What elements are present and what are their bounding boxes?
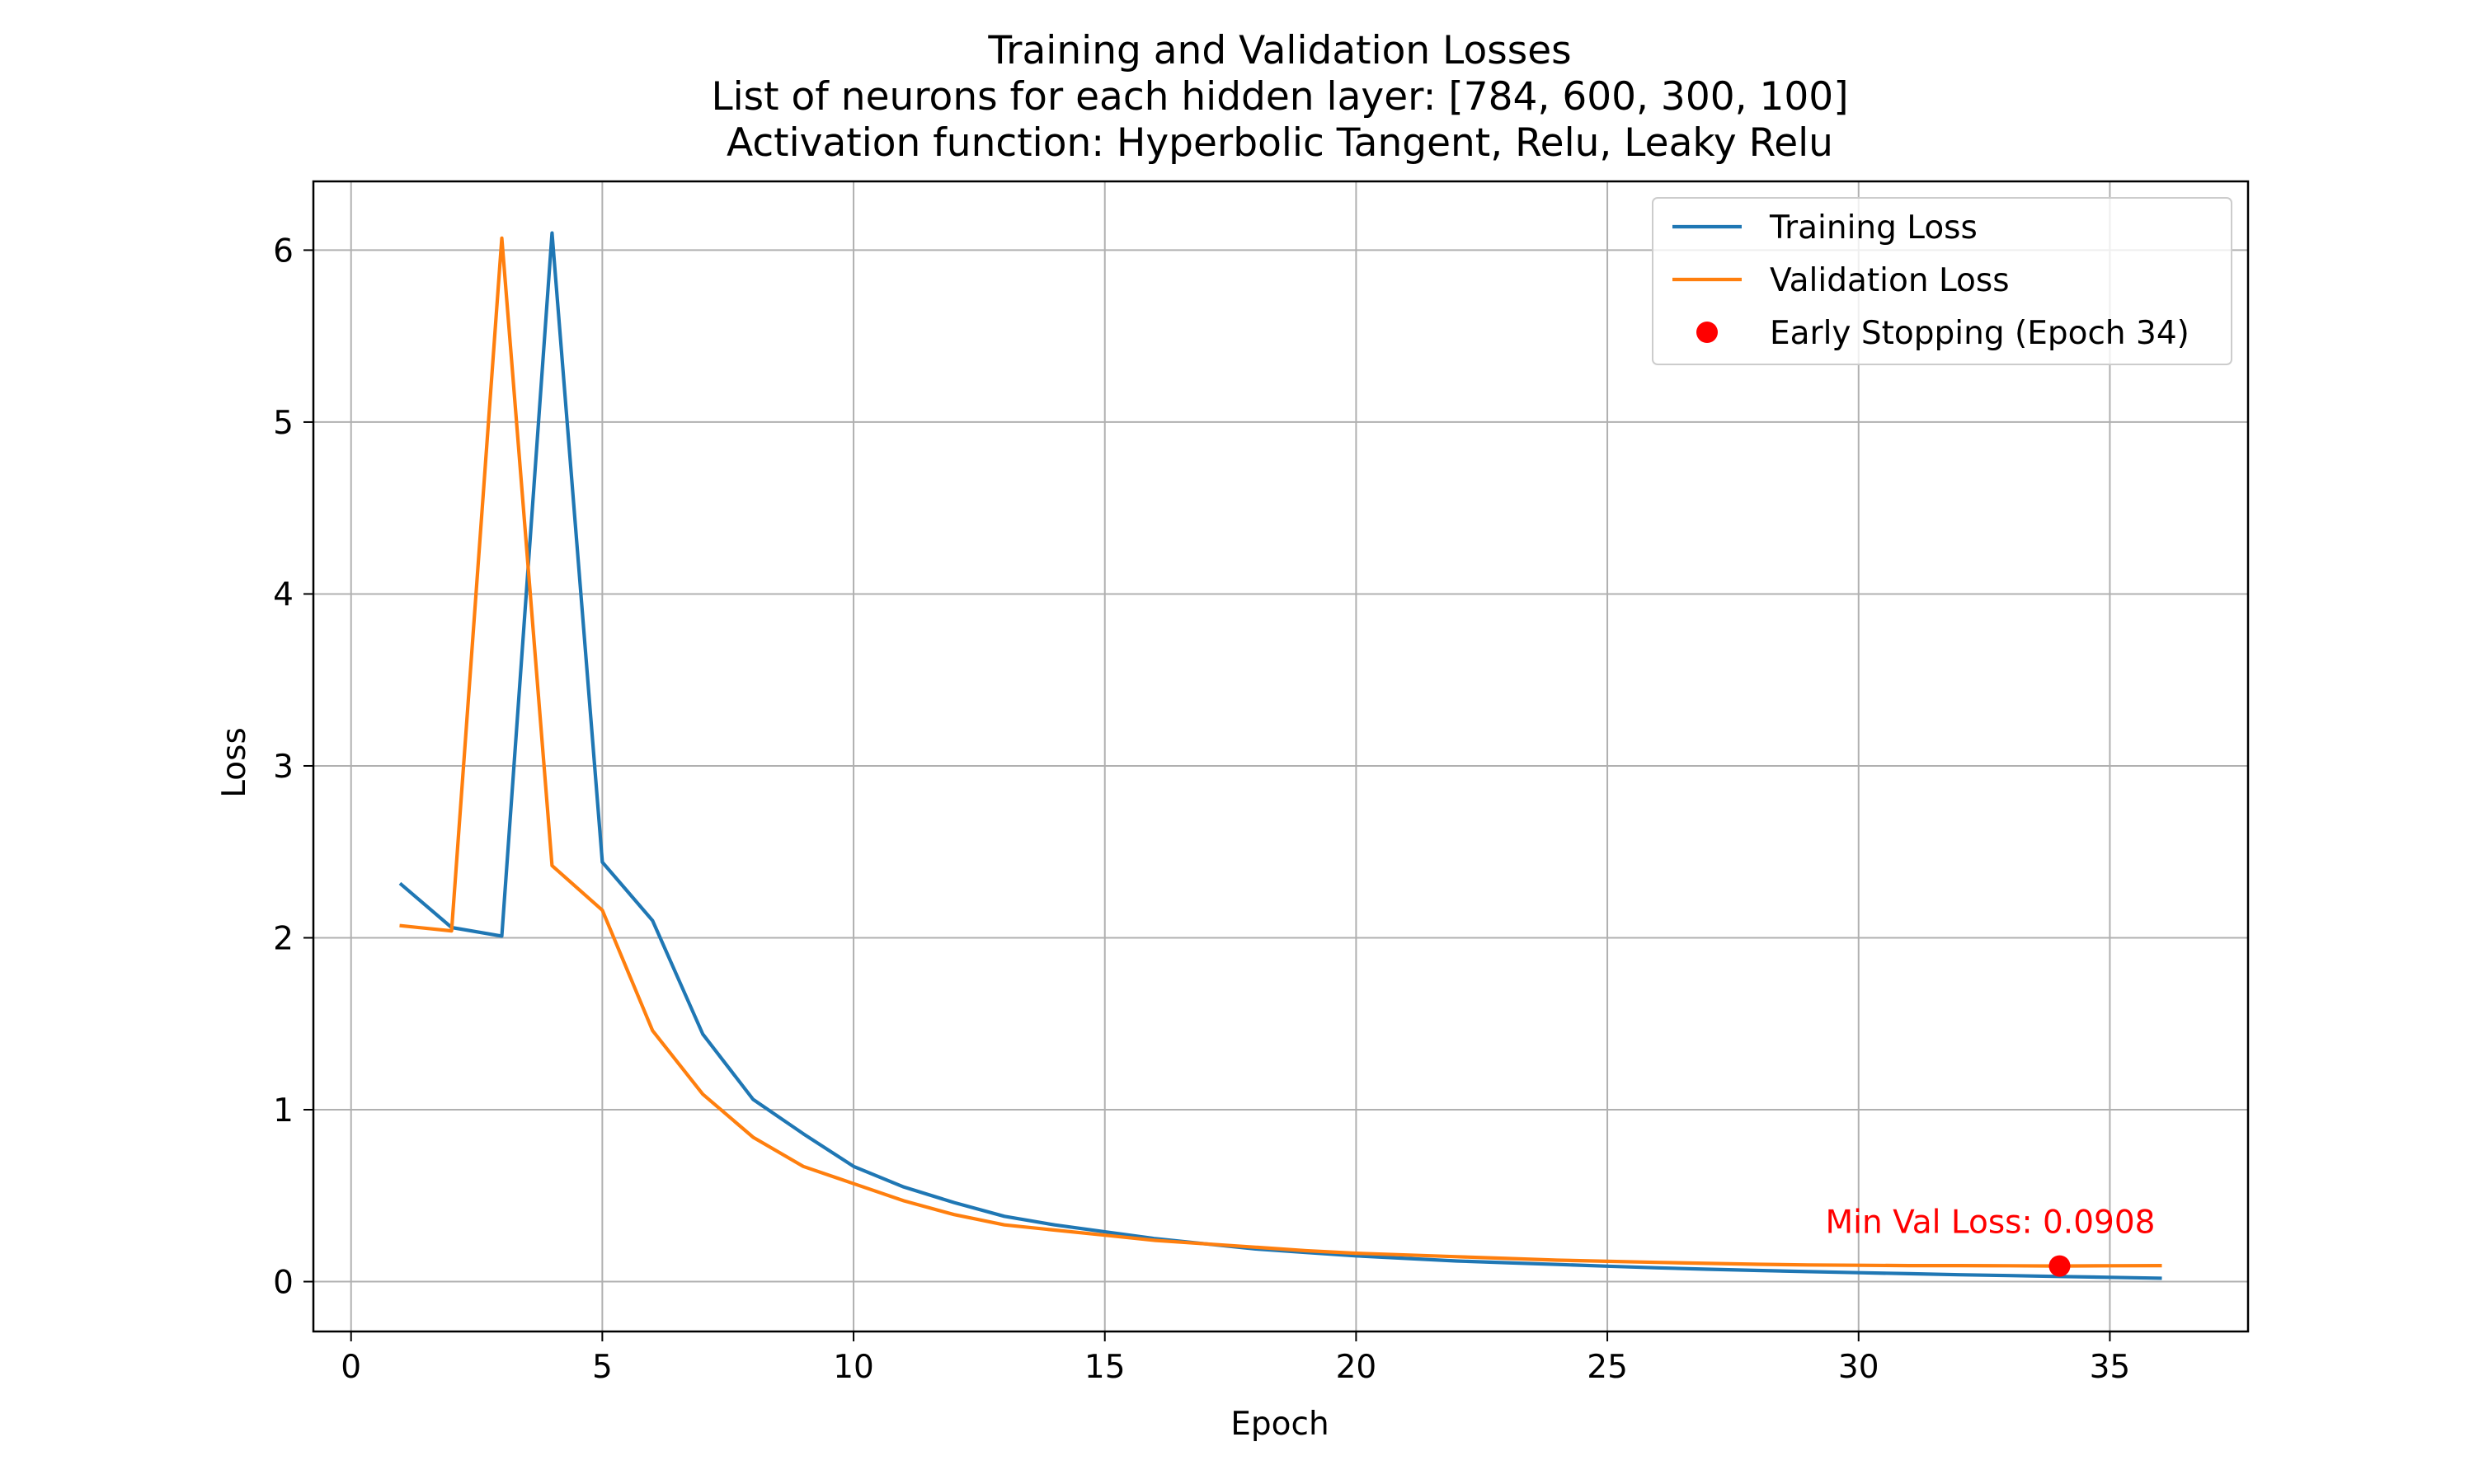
series	[398, 231, 2162, 1280]
legend-box	[1652, 197, 2232, 365]
y-axis-label: Loss	[216, 727, 253, 798]
chart-title-line-2: List of neurons for each hidden layer: […	[711, 74, 1848, 120]
annotations: Min Val Loss: 0.0908	[1826, 1205, 2156, 1242]
min-val-loss-annotation: Min Val Loss: 0.0908	[1826, 1205, 2156, 1242]
chart-title-line-1: Training and Validation Losses	[987, 28, 1571, 73]
x-tick-label: 20	[1336, 1349, 1377, 1386]
legend-label-training-loss: Training Loss	[1769, 209, 1978, 247]
y-tick-label: 2	[273, 920, 294, 957]
x-axis-label: Epoch	[1230, 1406, 1329, 1443]
legend-swatch-early-stopping	[1696, 322, 1718, 343]
x-tick-label: 0	[341, 1349, 361, 1386]
chart-title-line-3: Activation function: Hyperbolic Tangent,…	[727, 120, 1833, 166]
grid	[313, 181, 2248, 1331]
x-tick-label: 15	[1084, 1349, 1126, 1386]
y-tick-label: 0	[273, 1265, 294, 1302]
chart-title: Training and Validation Losses List of n…	[711, 28, 1848, 166]
plot-frame	[312, 180, 2250, 1333]
x-tick-label: 30	[1838, 1349, 1879, 1386]
y-tick-label: 1	[273, 1092, 294, 1129]
x-tick-label: 5	[592, 1349, 613, 1386]
y-tick-label: 3	[273, 749, 294, 786]
x-tick-label: 10	[833, 1349, 874, 1386]
axes: 0 5 10 15 20 25 30 35 0 1 2 3 4 5 6	[273, 180, 2250, 1386]
legend-label-early-stopping: Early Stopping (Epoch 34)	[1770, 315, 2189, 352]
legend-label-validation-loss: Validation Loss	[1770, 262, 2010, 299]
markers	[2048, 1255, 2071, 1277]
legend: Training Loss Validation Loss Early Stoppi…	[1652, 197, 2232, 365]
x-tick-label: 25	[1587, 1349, 1628, 1386]
y-tick-label: 4	[273, 576, 294, 613]
early-stopping-marker	[2048, 1255, 2071, 1277]
validation-loss-line	[399, 236, 2162, 1268]
x-tick-label: 35	[2090, 1349, 2131, 1386]
y-tick-label: 6	[273, 232, 294, 270]
y-tick-label: 5	[273, 405, 294, 442]
